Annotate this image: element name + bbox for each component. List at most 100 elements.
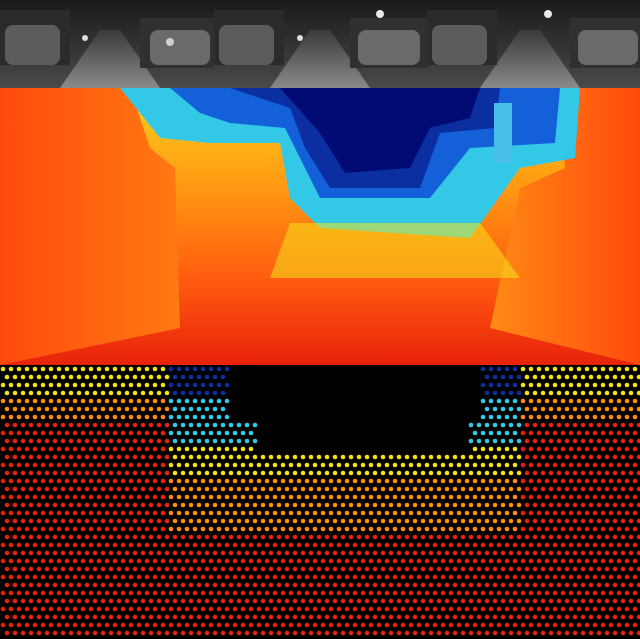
- lidar-point: [288, 510, 294, 516]
- lidar-point: [200, 478, 206, 484]
- lidar-point: [276, 630, 282, 636]
- lidar-point: [132, 390, 138, 396]
- lidar-point: [76, 518, 82, 524]
- lidar-point: [416, 590, 422, 596]
- lidar-point: [452, 566, 458, 572]
- lidar-point: [0, 414, 6, 420]
- lidar-point: [496, 366, 502, 372]
- lidar-point: [588, 598, 594, 604]
- lidar-point: [220, 374, 226, 380]
- lidar-point: [332, 518, 338, 524]
- lidar-point: [188, 438, 194, 444]
- lidar-point: [292, 486, 298, 492]
- lidar-point: [12, 374, 18, 380]
- lidar-point: [488, 526, 494, 532]
- lidar-point: [600, 510, 606, 516]
- lidar-point: [596, 582, 602, 588]
- lidar-point: [16, 558, 22, 564]
- lidar-point: [484, 518, 490, 524]
- lidar-point: [144, 558, 150, 564]
- lidar-point: [168, 494, 174, 500]
- lidar-point: [312, 606, 318, 612]
- lidar-point: [544, 590, 550, 596]
- lidar-point: [204, 598, 210, 604]
- lidar-point: [340, 502, 346, 508]
- lidar-point: [200, 430, 206, 436]
- lidar-point: [328, 478, 334, 484]
- lidar-point: [556, 422, 562, 428]
- lidar-point: [548, 406, 554, 412]
- lidar-point: [540, 406, 546, 412]
- lidar-point: [244, 454, 250, 460]
- lidar-point: [236, 630, 242, 636]
- lidar-point: [108, 438, 114, 444]
- lidar-point: [196, 390, 202, 396]
- lidar-point: [32, 398, 38, 404]
- lidar-point: [108, 502, 114, 508]
- lidar-point: [240, 590, 246, 596]
- lidar-point: [192, 558, 198, 564]
- lidar-point: [136, 398, 142, 404]
- lidar-point: [48, 478, 54, 484]
- lidar-point: [32, 494, 38, 500]
- lidar-point: [600, 414, 606, 420]
- lidar-point: [412, 550, 418, 556]
- lidar-point: [336, 462, 342, 468]
- lidar-point: [156, 502, 162, 508]
- lidar-point: [328, 542, 334, 548]
- lidar-point: [248, 606, 254, 612]
- lidar-point: [604, 486, 610, 492]
- lidar-point: [572, 374, 578, 380]
- lidar-point: [356, 486, 362, 492]
- lidar-point: [524, 438, 530, 444]
- lidar-point: [8, 430, 14, 436]
- lidar-point: [196, 582, 202, 588]
- lidar-point: [488, 574, 494, 580]
- lidar-point: [128, 542, 134, 548]
- lidar-point: [4, 422, 10, 428]
- lidar-point: [444, 614, 450, 620]
- lidar-point: [124, 518, 130, 524]
- lidar-point: [436, 534, 442, 540]
- lidar-point: [612, 630, 618, 636]
- lidar-point: [72, 590, 78, 596]
- lidar-point: [36, 614, 42, 620]
- lidar-point: [32, 542, 38, 548]
- lidar-point: [124, 422, 130, 428]
- lidar-point: [44, 502, 50, 508]
- lidar-point: [96, 462, 102, 468]
- lidar-point: [60, 550, 66, 556]
- lidar-point: [212, 470, 218, 476]
- lidar-point: [316, 598, 322, 604]
- lidar-point: [264, 606, 270, 612]
- lidar-point: [8, 526, 14, 532]
- lidar-point: [436, 550, 442, 556]
- lidar-point: [136, 430, 142, 436]
- lidar-point: [176, 558, 182, 564]
- lidar-point: [616, 494, 622, 500]
- lidar-point: [20, 598, 26, 604]
- lidar-point: [284, 454, 290, 460]
- lidar-point: [0, 398, 6, 404]
- lidar-point: [152, 510, 158, 516]
- lidar-point: [388, 598, 394, 604]
- lidar-point: [520, 542, 526, 548]
- lidar-point: [508, 390, 514, 396]
- lidar-point: [32, 462, 38, 468]
- lidar-point: [516, 374, 522, 380]
- lidar-point: [560, 478, 566, 484]
- lidar-point: [348, 486, 354, 492]
- lidar-point: [588, 390, 594, 396]
- lidar-point: [380, 598, 386, 604]
- lidar-point: [632, 526, 638, 532]
- lidar-point: [452, 614, 458, 620]
- lidar-point: [60, 438, 66, 444]
- lidar-point: [20, 406, 26, 412]
- lidar-point: [284, 630, 290, 636]
- lidar-point: [212, 422, 218, 428]
- lidar-point: [456, 494, 462, 500]
- lidar-point: [352, 510, 358, 516]
- lidar-point: [184, 590, 190, 596]
- lidar-point: [232, 430, 238, 436]
- lidar-point: [460, 486, 466, 492]
